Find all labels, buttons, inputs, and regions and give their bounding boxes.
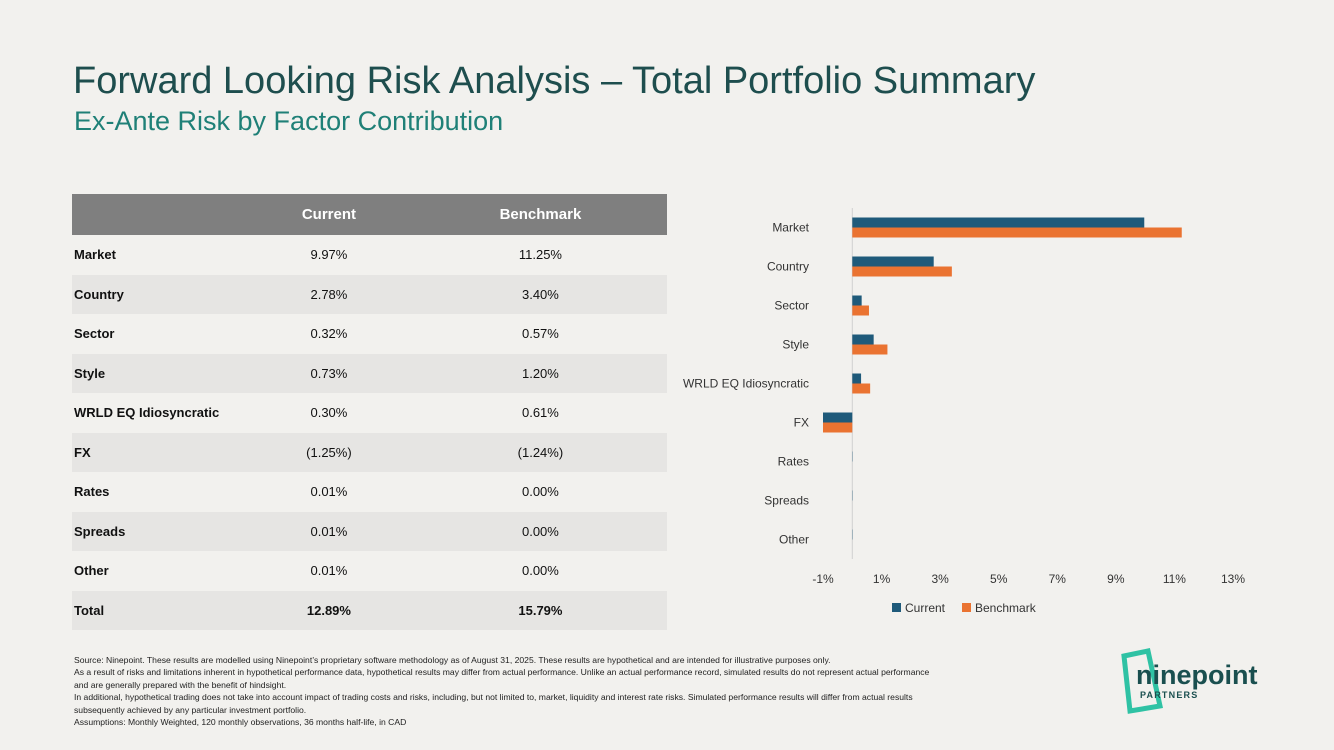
benchmark-value: 1.20% <box>413 353 667 393</box>
current-value: 9.97% <box>244 235 414 275</box>
row-label: WRLD EQ Idiosyncratic <box>72 393 244 433</box>
logo-word: ninepoint <box>1136 660 1257 690</box>
x-tick-label: 1% <box>873 572 891 586</box>
benchmark-value: 0.00% <box>413 511 667 551</box>
benchmark-bar <box>823 422 853 433</box>
current-bar <box>852 217 1145 228</box>
table-row: Country 2.78% 3.40% <box>72 274 667 314</box>
current-bar <box>823 412 853 423</box>
legend-label: Benchmark <box>975 601 1037 615</box>
benchmark-bar <box>852 266 952 277</box>
table-row: Rates 0.01% 0.00% <box>72 472 667 512</box>
current-value: 12.89% <box>244 590 414 630</box>
current-bar <box>852 295 862 306</box>
current-bar <box>852 373 862 384</box>
table-header-row: Current Benchmark <box>72 194 667 235</box>
page-title: Forward Looking Risk Analysis – Total Po… <box>73 60 1036 102</box>
x-tick-label: 11% <box>1163 572 1186 586</box>
current-value: 0.01% <box>244 472 414 512</box>
row-label: Spreads <box>72 511 244 551</box>
current-value: (1.25%) <box>244 432 414 472</box>
ninepoint-logo: ninepoint PARTNERS <box>1121 648 1257 714</box>
row-label: Other <box>72 551 244 591</box>
footnote-line: In additional, hypothetical trading does… <box>74 692 913 703</box>
logo-frame-shape <box>1121 648 1164 714</box>
category-label: Rates <box>778 455 809 469</box>
category-label: Country <box>767 260 809 274</box>
category-label: Style <box>782 338 809 352</box>
benchmark-value: 3.40% <box>413 274 667 314</box>
footnote-line: and are generally prepared with the bene… <box>74 679 287 690</box>
category-label: Sector <box>774 299 809 313</box>
benchmark-value: 15.79% <box>413 590 667 630</box>
column-header: Current <box>244 194 414 235</box>
table-row: Total 12.89% 15.79% <box>72 590 667 630</box>
footnote-line: As a result of risks and limitations inh… <box>74 667 930 678</box>
x-tick-label: 7% <box>1049 572 1067 586</box>
page-subtitle: Ex-Ante Risk by Factor Contribution <box>74 106 504 136</box>
benchmark-bar <box>852 227 1182 238</box>
category-label: Other <box>779 533 809 547</box>
current-bar <box>852 334 874 345</box>
category-label: Spreads <box>764 494 809 508</box>
x-tick-label: 5% <box>990 572 1008 586</box>
benchmark-bar <box>852 344 888 355</box>
legend-swatch-benchmark <box>962 603 971 612</box>
x-tick-label: -1% <box>812 572 834 586</box>
table-row: Sector 0.32% 0.57% <box>72 314 667 354</box>
x-tick-label: 9% <box>1107 572 1125 586</box>
table-row: Market 9.97% 11.25% <box>72 235 667 275</box>
current-value: 0.30% <box>244 393 414 433</box>
benchmark-value: 0.00% <box>413 472 667 512</box>
benchmark-bar <box>852 305 869 316</box>
table-row: Spreads 0.01% 0.00% <box>72 511 667 551</box>
benchmark-value: (1.24%) <box>413 432 667 472</box>
row-label: Sector <box>72 314 244 354</box>
benchmark-value: 0.57% <box>413 314 667 354</box>
benchmark-value: 11.25% <box>413 235 667 275</box>
footnote-line: subsequently achieved by any particular … <box>74 704 307 715</box>
current-value: 2.78% <box>244 274 414 314</box>
row-label: Country <box>72 274 244 314</box>
benchmark-value: 0.61% <box>413 393 667 433</box>
row-label: Total <box>72 590 244 630</box>
table-row: Other 0.01% 0.00% <box>72 551 667 591</box>
benchmark-value: 0.00% <box>413 551 667 591</box>
x-tick-label: 13% <box>1221 572 1245 586</box>
current-value: 0.73% <box>244 353 414 393</box>
footnote: Source: Ninepoint. These results are mod… <box>74 654 1114 728</box>
current-bar <box>852 256 934 267</box>
risk-table: Current Benchmark Market 9.97% 11.25% Count… <box>72 194 667 630</box>
footnote-line: Assumptions: Monthly Weighted, 120 month… <box>74 717 407 728</box>
category-label: Market <box>772 221 809 235</box>
factor-bar-chart: Market Country Sector Style WRLD EQ Idiosync… <box>683 208 1245 615</box>
row-label: FX <box>72 432 244 472</box>
category-label: WRLD EQ Idiosyncratic <box>683 377 809 391</box>
logo-sub: PARTNERS <box>1140 690 1198 700</box>
x-tick-label: 3% <box>931 572 949 586</box>
table-row: Style 0.73% 1.20% <box>72 353 667 393</box>
legend-swatch-current <box>892 603 901 612</box>
footnote-line: Source: Ninepoint. These results are mod… <box>74 655 831 665</box>
benchmark-bar <box>852 383 871 394</box>
column-header: Benchmark <box>413 194 667 235</box>
current-value: 0.01% <box>244 551 414 591</box>
legend-label: Current <box>905 601 946 615</box>
current-value: 0.32% <box>244 314 414 354</box>
column-header <box>72 194 244 235</box>
table-row: WRLD EQ Idiosyncratic 0.30% 0.61% <box>72 393 667 433</box>
row-label: Style <box>72 353 244 393</box>
row-label: Rates <box>72 472 244 512</box>
current-value: 0.01% <box>244 511 414 551</box>
table-row: FX (1.25%) (1.24%) <box>72 432 667 472</box>
row-label: Market <box>72 235 244 275</box>
category-label: FX <box>794 416 809 430</box>
